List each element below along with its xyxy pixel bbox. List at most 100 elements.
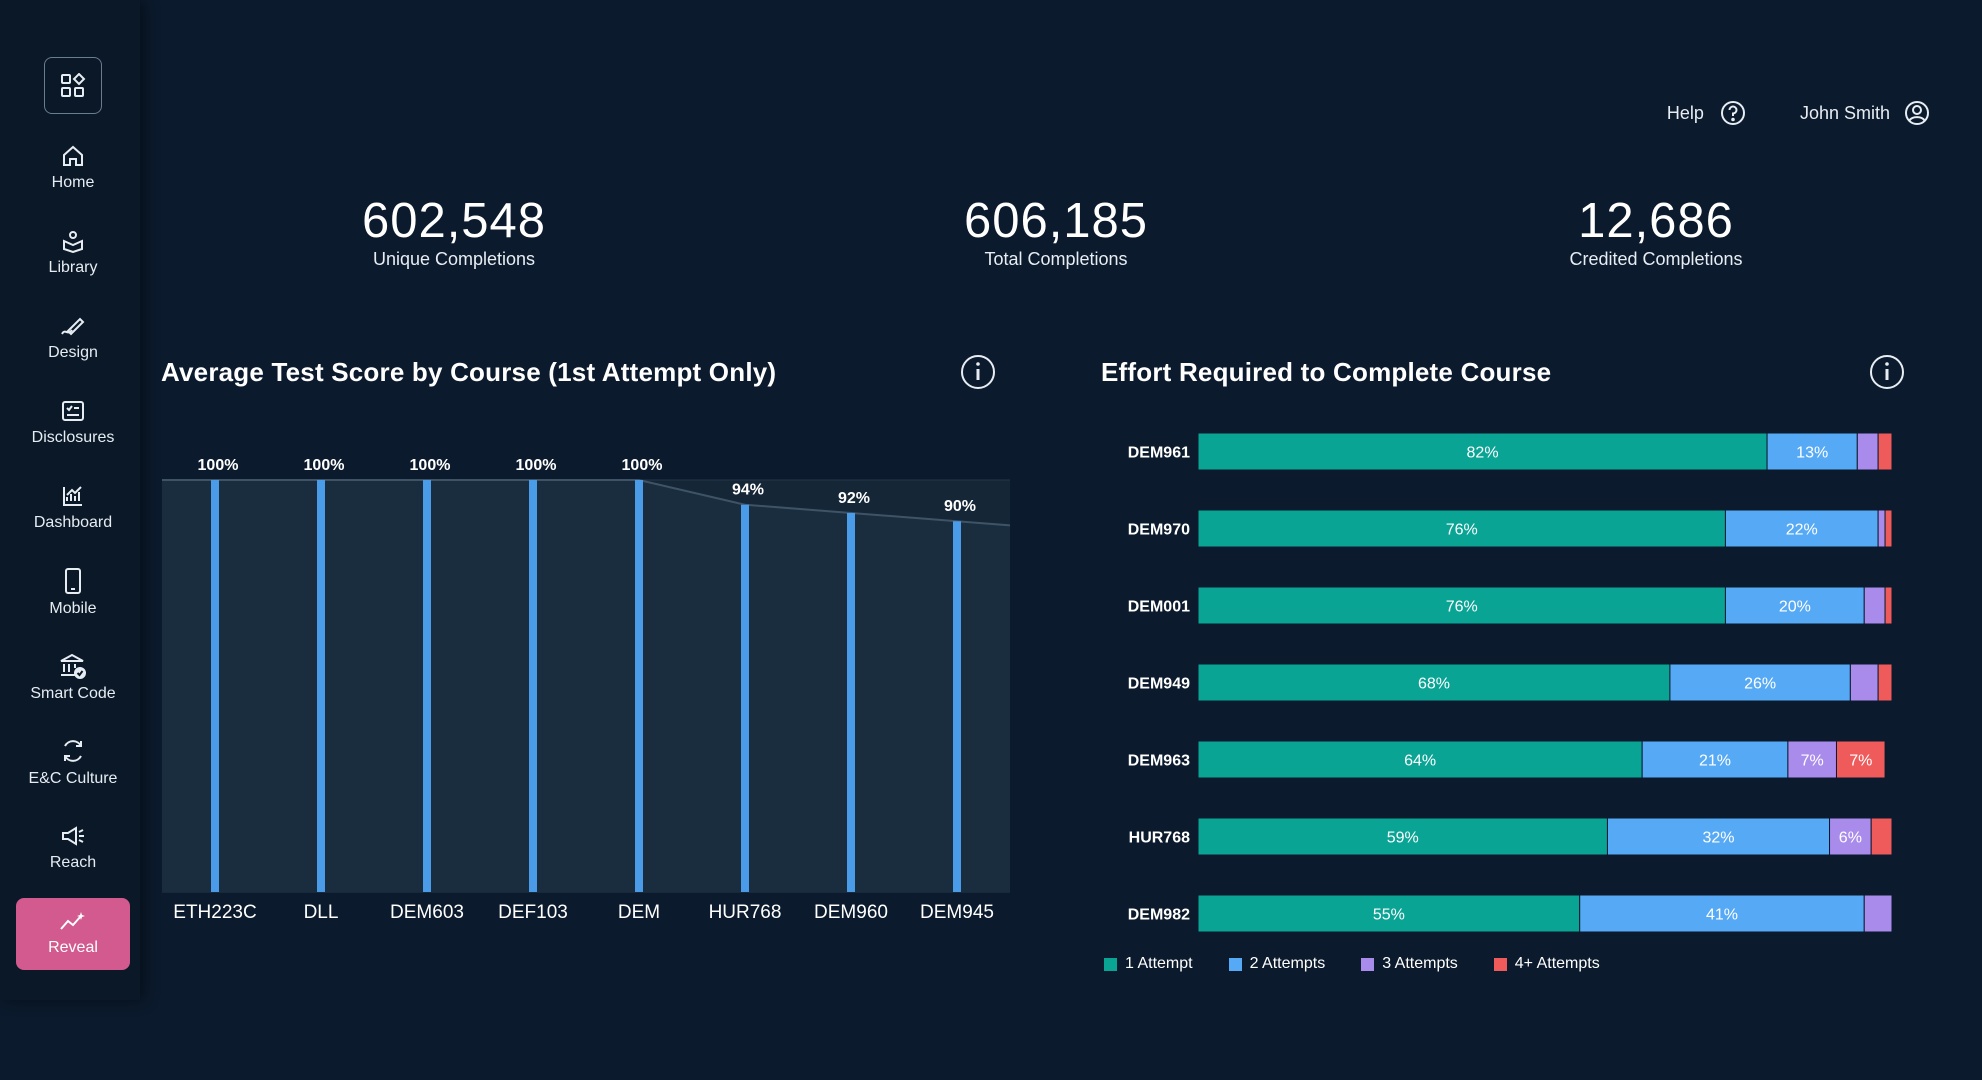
sidebar-item-disclosures[interactable]: Disclosures	[16, 387, 130, 459]
kpi-label: Unique Completions	[372, 249, 536, 269]
stacked-segment	[1197, 894, 1581, 933]
dashboard-icon	[63, 486, 82, 506]
segment-label: 76%	[1446, 522, 1478, 539]
kpi-value: 602,548	[361, 194, 547, 248]
category-label: DEM945	[920, 902, 994, 923]
legend-item: 2 Attempts	[1228, 955, 1326, 973]
stacked-segment	[1863, 586, 1886, 625]
category-label: DEM603	[390, 902, 464, 923]
segment-label: 7%	[1849, 753, 1872, 770]
user-avatar-icon[interactable]	[1904, 100, 1930, 126]
sidebar-item-library[interactable]: Library	[16, 217, 130, 289]
stacked-segment	[1877, 663, 1893, 702]
sidebar-item-ec-culture[interactable]: E&C Culture	[16, 727, 130, 799]
sidebar-item-label: Home	[51, 174, 95, 191]
info-icon[interactable]	[1869, 354, 1905, 390]
kpi-value: 12,686	[1578, 194, 1734, 248]
reach-icon	[62, 826, 84, 846]
value-label: 100%	[622, 457, 663, 474]
category-label: ETH223C	[173, 902, 256, 923]
stacked-segment	[1197, 586, 1726, 625]
category-label: DEM001	[1128, 599, 1190, 616]
stacked-segment	[1829, 817, 1872, 856]
segment-label: 68%	[1418, 676, 1450, 693]
grid-apps-icon	[61, 72, 86, 97]
category-label: DEM963	[1128, 753, 1190, 770]
stacked-segment	[1787, 740, 1837, 779]
score-bar	[529, 480, 537, 892]
avg-score-chart: 100% ETH223C 100% DLL 100% DEM603 100% DEF103 10…	[162, 457, 1011, 923]
category-label: DEM970	[1128, 522, 1190, 539]
legend-swatch	[1493, 957, 1507, 971]
culture-icon	[64, 740, 82, 762]
kpi-label: Total Completions	[984, 249, 1128, 269]
design-icon	[61, 317, 85, 336]
sidebar-item-dashboard[interactable]: Dashboard	[16, 472, 130, 544]
score-bar	[317, 480, 325, 892]
stacked-segment	[1197, 509, 1726, 548]
segment-label: 22%	[1786, 522, 1818, 539]
category-label: HUR768	[1129, 830, 1190, 847]
sidebar-item-design[interactable]: Design	[16, 302, 130, 374]
sidebar-item-label: Design	[48, 344, 98, 361]
stacked-segment	[1197, 663, 1671, 702]
sidebar-item-label: E&C Culture	[28, 770, 118, 787]
legend-label: 2 Attempts	[1249, 955, 1326, 972]
value-label: 94%	[732, 482, 764, 499]
legend-item: 1 Attempt	[1104, 955, 1193, 973]
sidebar-item-label: Dashboard	[33, 514, 113, 531]
score-bar	[953, 521, 961, 892]
header-bar: Help John Smith	[1667, 100, 1930, 126]
score-bar	[847, 512, 855, 892]
legend-label: 1 Attempt	[1125, 955, 1193, 972]
segment-label: 76%	[1446, 599, 1478, 616]
disclosures-icon	[62, 401, 84, 421]
sidebar-item-home[interactable]: Home	[16, 132, 130, 204]
score-bar	[423, 480, 431, 892]
kpi-unique-completions: 602,548 Unique Completions	[254, 193, 654, 270]
reveal-icon	[60, 912, 85, 930]
sidebar-item-label: Library	[48, 259, 98, 276]
value-label: 100%	[516, 457, 557, 474]
kpi-value: 606,185	[963, 194, 1149, 248]
score-bar	[211, 480, 219, 892]
segment-label: 55%	[1373, 907, 1405, 924]
category-label: DEM961	[1128, 445, 1190, 462]
value-label: 92%	[838, 490, 870, 507]
user-name[interactable]: John Smith	[1799, 102, 1890, 123]
category-label: DEM982	[1128, 907, 1190, 924]
help-icon[interactable]	[1720, 100, 1746, 126]
sidebar-item-reach[interactable]: Reach	[16, 812, 130, 884]
stacked-segment	[1835, 740, 1886, 779]
category-label: DEM960	[814, 902, 888, 923]
help-link[interactable]: Help	[1666, 102, 1704, 123]
segment-label: 26%	[1744, 676, 1776, 693]
stacked-segment	[1877, 432, 1893, 471]
score-bar	[741, 504, 749, 892]
segment-label: 21%	[1699, 753, 1731, 770]
stacked-segment	[1641, 740, 1789, 779]
stacked-segment	[1856, 432, 1879, 471]
info-icon[interactable]	[960, 354, 996, 390]
sidebar-item-mobile[interactable]: Mobile	[16, 557, 130, 629]
stacked-segment	[1870, 817, 1893, 856]
stacked-segment	[1606, 817, 1831, 856]
legend-swatch	[1104, 957, 1117, 971]
segment-label: 59%	[1387, 830, 1419, 847]
smart-code-icon	[60, 653, 86, 679]
app-switcher-button[interactable]	[44, 57, 102, 114]
effort-chart-legend: 1 Attempt 2 Attempts 3 Attempts 4+ Attem…	[1104, 955, 1600, 973]
sidebar-item-label: Reveal	[48, 939, 98, 956]
stacked-segment	[1197, 740, 1643, 779]
stacked-segment	[1849, 663, 1879, 702]
value-label: 100%	[304, 457, 345, 474]
value-label: 100%	[410, 457, 451, 474]
sidebar-item-reveal[interactable]: Reveal	[16, 898, 130, 970]
segment-label: 41%	[1706, 907, 1738, 924]
sidebar-item-label: Mobile	[49, 600, 97, 617]
sidebar-item-smart-code[interactable]: Smart Code	[16, 642, 130, 714]
sidebar-item-label: Disclosures	[31, 429, 115, 446]
legend-swatch	[1228, 957, 1242, 971]
segment-label: 7%	[1801, 753, 1824, 770]
category-label: DEM	[618, 902, 660, 923]
